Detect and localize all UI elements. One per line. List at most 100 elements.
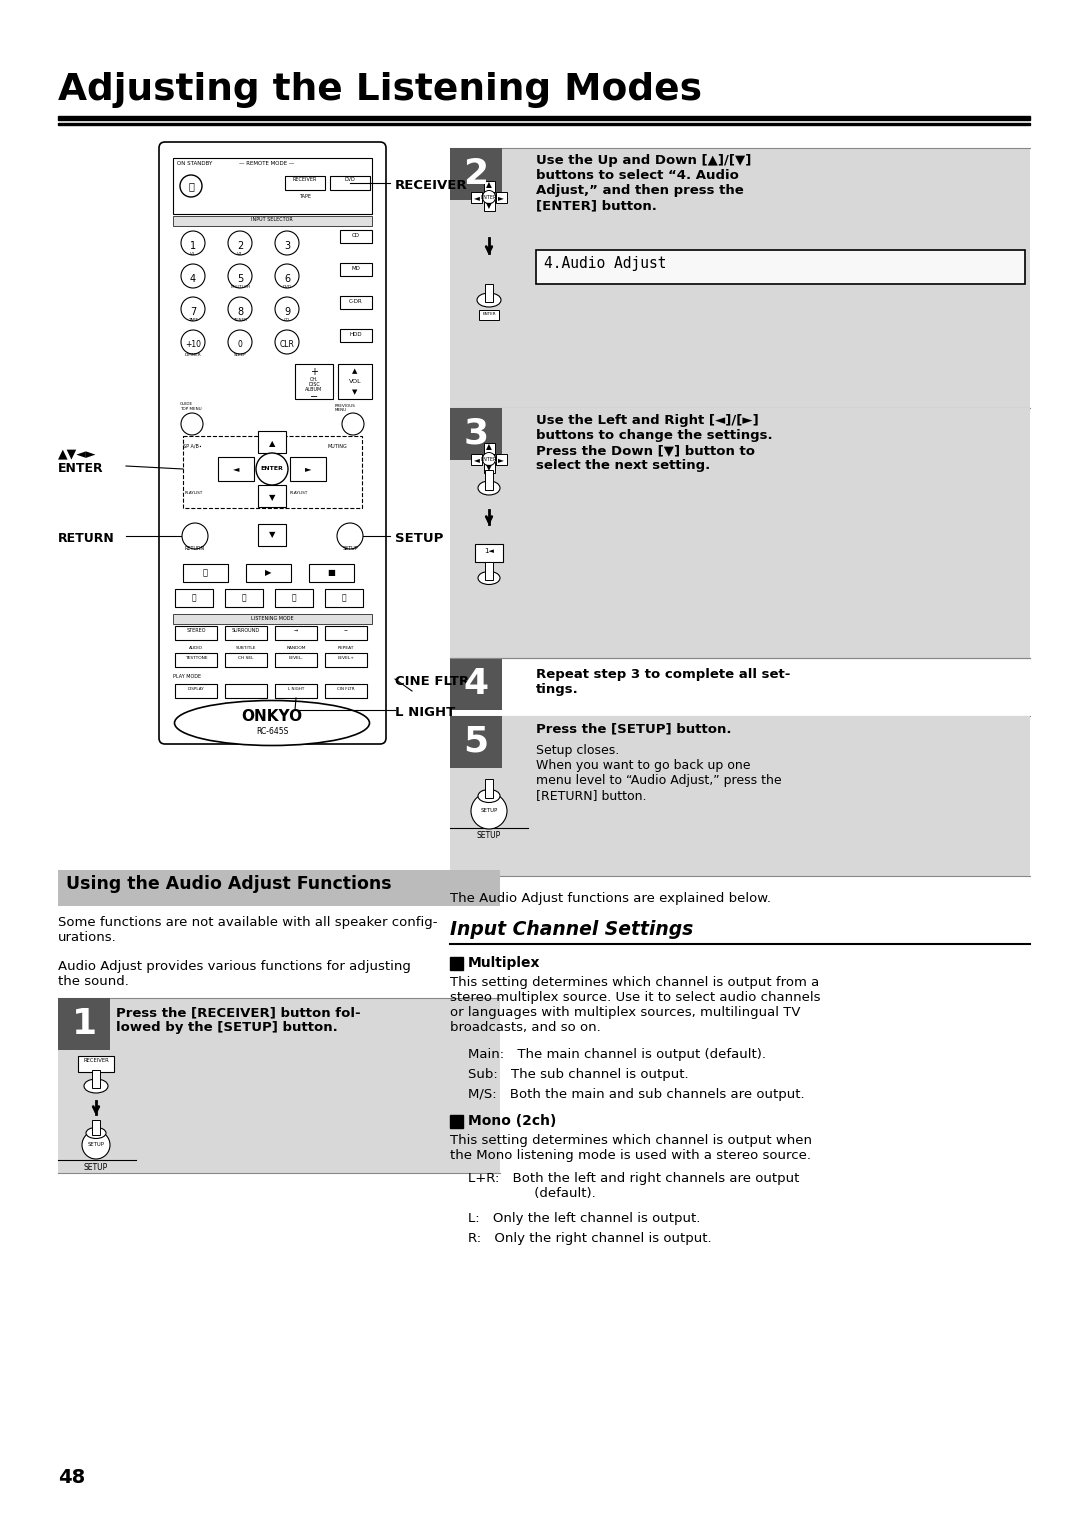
Bar — [258, 484, 286, 507]
Circle shape — [181, 264, 205, 287]
Ellipse shape — [477, 293, 501, 307]
Text: MULTI CH: MULTI CH — [230, 286, 249, 289]
Bar — [325, 588, 363, 607]
Text: SUBTITLE: SUBTITLE — [235, 646, 256, 649]
Text: AUDIO: AUDIO — [189, 646, 203, 649]
Text: ALBUM: ALBUM — [306, 387, 323, 393]
Text: RETURN: RETURN — [185, 545, 205, 552]
Bar — [485, 471, 492, 490]
Text: 1: 1 — [71, 1007, 96, 1041]
Text: L NIGHT: L NIGHT — [287, 688, 305, 691]
Text: ▼: ▼ — [352, 390, 357, 396]
Bar — [58, 869, 500, 906]
Text: ⏻: ⏻ — [188, 180, 194, 191]
Bar — [183, 435, 362, 507]
Text: — REMOTE MODE —: — REMOTE MODE — — [240, 160, 295, 167]
Circle shape — [181, 231, 205, 255]
Text: SETUP: SETUP — [87, 1143, 105, 1148]
Text: Multiplex: Multiplex — [468, 957, 540, 970]
Text: INPUT SELECTOR: INPUT SELECTOR — [252, 217, 293, 222]
Text: +10: +10 — [185, 341, 201, 348]
Text: LISTENING MODE: LISTENING MODE — [251, 616, 294, 620]
Bar — [471, 454, 483, 465]
Ellipse shape — [478, 481, 500, 495]
Bar — [450, 659, 502, 711]
Text: LEVEL+: LEVEL+ — [338, 656, 354, 660]
Bar — [175, 652, 217, 668]
Text: L: Only the left channel is output.: L: Only the left channel is output. — [468, 1212, 700, 1225]
Bar — [175, 626, 217, 640]
Ellipse shape — [478, 571, 500, 585]
Text: ENTER: ENTER — [481, 457, 497, 461]
Text: ►: ► — [498, 193, 504, 202]
Bar — [330, 176, 370, 189]
Text: 3: 3 — [463, 417, 488, 451]
Text: SP A/B∙: SP A/B∙ — [183, 445, 202, 449]
Bar — [58, 116, 1030, 121]
Text: ◄: ◄ — [474, 455, 480, 463]
Text: ⏩: ⏩ — [242, 593, 246, 602]
Bar — [450, 717, 1030, 876]
Text: PLAY MODE: PLAY MODE — [173, 674, 201, 678]
Bar — [450, 148, 502, 200]
Text: Press the [RECEIVER] button fol-
lowed by the [SETUP] button.: Press the [RECEIVER] button fol- lowed b… — [116, 1005, 361, 1034]
Text: MUTING: MUTING — [328, 445, 348, 449]
Bar — [484, 443, 495, 454]
Bar — [450, 408, 502, 460]
Bar — [78, 1056, 114, 1073]
Text: CINE FLTR: CINE FLTR — [395, 675, 469, 688]
Text: CLR: CLR — [280, 341, 295, 348]
Bar — [450, 717, 502, 769]
Text: SLEEP: SLEEP — [233, 353, 246, 358]
Text: ⏭: ⏭ — [341, 593, 347, 602]
Text: 5: 5 — [463, 724, 488, 759]
Text: RETURN: RETURN — [58, 532, 114, 545]
Text: VOL: VOL — [349, 379, 362, 384]
Text: LEVEL-: LEVEL- — [288, 656, 303, 660]
Bar — [291, 457, 326, 481]
Bar — [340, 296, 372, 309]
Text: GUIDE: GUIDE — [180, 402, 193, 406]
Bar — [340, 231, 372, 243]
Text: MENU: MENU — [335, 408, 347, 413]
Text: CD: CD — [352, 232, 360, 238]
Text: DVD: DVD — [283, 286, 292, 289]
Text: PLAYLIST: PLAYLIST — [185, 490, 203, 495]
Text: ON STANDBY: ON STANDBY — [177, 160, 213, 167]
Bar — [471, 191, 483, 203]
Bar — [175, 685, 217, 698]
Bar — [275, 626, 318, 640]
Text: ENTER: ENTER — [482, 312, 496, 316]
Circle shape — [275, 231, 299, 255]
Text: CH.: CH. — [310, 377, 319, 382]
FancyBboxPatch shape — [159, 142, 386, 744]
Text: 2: 2 — [463, 157, 488, 191]
Text: 7: 7 — [190, 307, 197, 316]
Text: ▼: ▼ — [269, 494, 275, 503]
Text: This setting determines which channel is output when
the Mono listening mode is : This setting determines which channel is… — [450, 1134, 812, 1161]
Bar — [496, 191, 507, 203]
Text: CIN FLTR: CIN FLTR — [337, 688, 355, 691]
Text: 3: 3 — [284, 241, 291, 251]
Text: Using the Audio Adjust Functions: Using the Audio Adjust Functions — [66, 876, 392, 892]
Bar — [450, 1115, 463, 1128]
Text: ONKYO: ONKYO — [242, 709, 302, 724]
Bar — [485, 284, 492, 303]
Circle shape — [275, 330, 299, 354]
Ellipse shape — [175, 700, 369, 746]
Text: SETUP: SETUP — [481, 808, 498, 813]
Circle shape — [256, 452, 288, 484]
Bar — [480, 310, 499, 319]
Text: REPEAT: REPEAT — [338, 646, 354, 649]
Bar — [225, 685, 267, 698]
Text: 0: 0 — [238, 341, 242, 348]
Bar — [275, 685, 318, 698]
Text: DISC: DISC — [308, 382, 320, 387]
Bar — [275, 652, 318, 668]
Text: R: Only the right channel is output.: R: Only the right channel is output. — [468, 1232, 712, 1245]
Circle shape — [483, 452, 496, 466]
Circle shape — [275, 296, 299, 321]
Bar — [325, 652, 367, 668]
Bar — [225, 652, 267, 668]
Text: ENTER: ENTER — [260, 466, 283, 472]
